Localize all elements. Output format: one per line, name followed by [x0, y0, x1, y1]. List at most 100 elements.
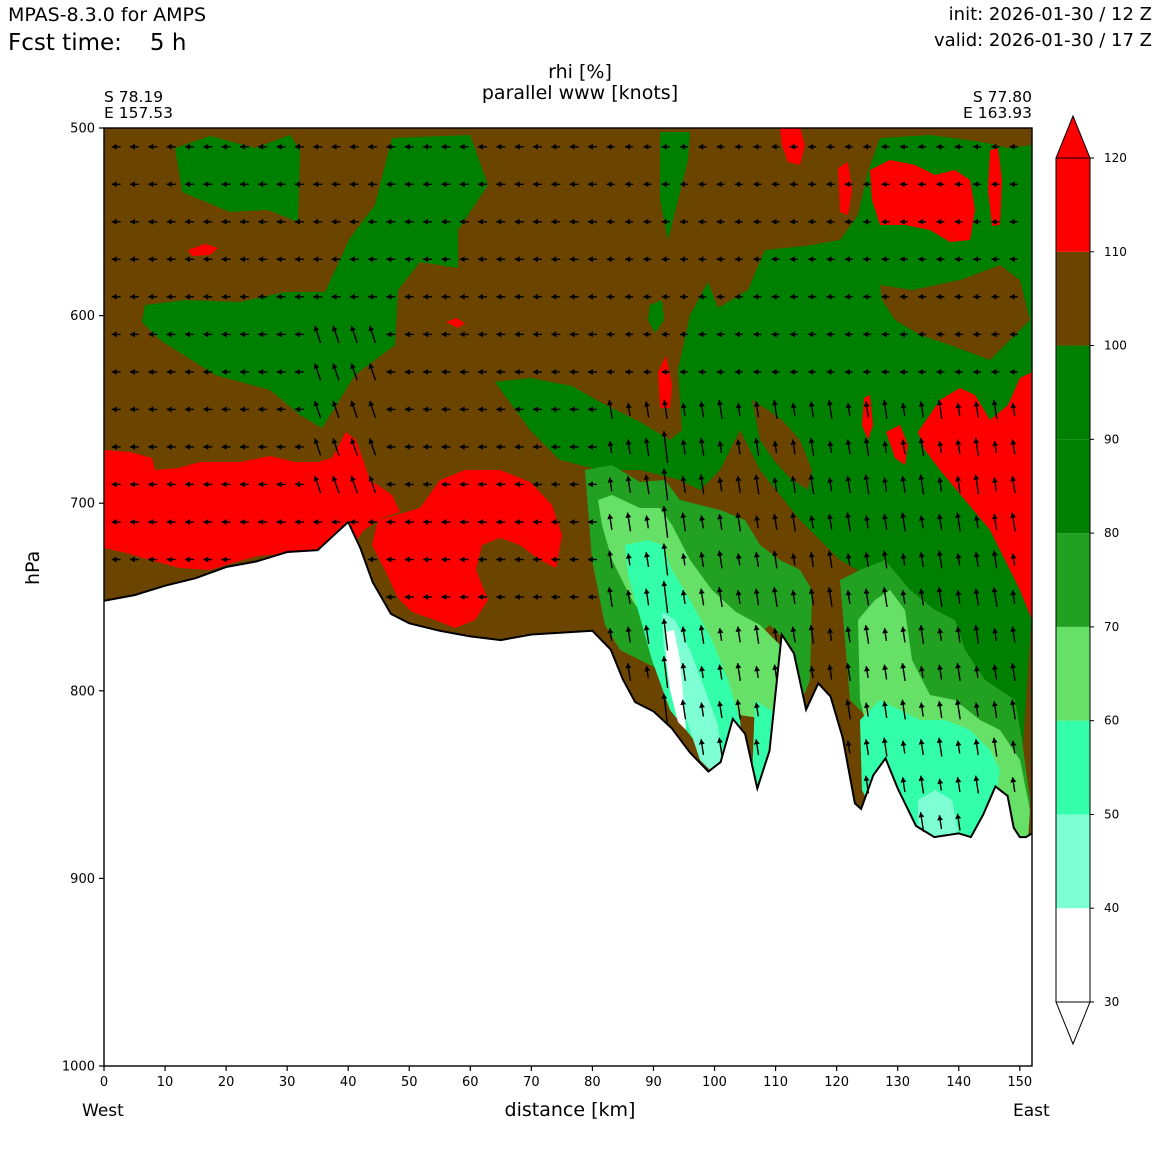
wind-arrow: [130, 368, 139, 375]
wind-arrow: [441, 594, 451, 600]
wind-arrow: [185, 519, 194, 525]
wind-arrow: [349, 293, 359, 300]
wind-arrow: [954, 181, 963, 188]
wind-arrow: [680, 626, 687, 643]
wind-arrow: [735, 589, 742, 605]
wind-arrow: [386, 143, 396, 150]
wind-arrow: [148, 443, 158, 450]
wind-arrow: [716, 293, 725, 300]
wind-arrow: [130, 556, 139, 563]
wind-arrow: [937, 664, 943, 680]
wind-arrow: [955, 439, 962, 455]
wind-arrow: [680, 368, 688, 375]
wind-arrow: [111, 406, 121, 413]
x-tick-label: 120: [824, 1075, 849, 1090]
wind-arrow: [754, 665, 761, 679]
wind-arrow: [955, 512, 961, 532]
wind-arrow: [166, 143, 176, 150]
wind-arrow: [423, 556, 433, 563]
wind-arrow: [625, 626, 632, 643]
wind-arrow: [625, 475, 632, 493]
wind-arrow: [716, 331, 725, 338]
wind-arrow: [587, 556, 597, 563]
wind-arrow: [680, 256, 688, 263]
wind-arrow: [203, 556, 213, 563]
x-tick-label: 90: [645, 1075, 662, 1090]
wind-arrow: [533, 143, 542, 150]
plot-title-wind: parallel www [knots]: [481, 82, 679, 104]
wind-arrow: [166, 556, 176, 563]
wind-arrow: [459, 256, 469, 263]
wind-arrow: [973, 256, 982, 263]
wind-arrow: [973, 401, 980, 418]
rhi-red-small-1: [188, 244, 218, 256]
wind-arrow: [973, 293, 982, 300]
wind-arrow: [569, 181, 579, 188]
wind-arrow: [386, 594, 396, 600]
wind-arrow: [551, 256, 561, 263]
x-axis: 0 10 20 30 40 50 60 70 80 90 100 110 120 130 140 150: [100, 1066, 1032, 1090]
wind-arrow: [587, 331, 597, 338]
wind-arrow: [349, 519, 359, 525]
wind-arrow: [441, 519, 451, 525]
wind-arrow: [368, 556, 378, 563]
wind-arrow: [404, 368, 414, 375]
wind-arrow: [1010, 402, 1017, 416]
wind-arrow: [735, 699, 742, 720]
y-tick-label: 900: [70, 872, 95, 887]
wind-arrow: [533, 181, 542, 188]
wind-arrow: [239, 368, 249, 375]
wind-arrow: [258, 293, 268, 300]
wind-arrow: [185, 181, 194, 188]
wind-arrow: [643, 293, 652, 300]
wind-arrow: [808, 293, 817, 300]
wind-arrow: [716, 586, 723, 608]
wind-arrow: [753, 474, 760, 495]
wind-arrow: [239, 256, 249, 263]
wind-arrow: [221, 256, 231, 263]
wind-arrow: [863, 331, 872, 338]
wind-arrow: [478, 443, 487, 450]
wind-arrow: [753, 293, 762, 300]
wind-arrow: [625, 589, 632, 605]
wind-arrow: [569, 331, 579, 338]
wind-arrow: [699, 702, 705, 717]
wind-arrow: [698, 739, 705, 756]
wind-arrow: [735, 402, 742, 416]
wind-arrow: [699, 515, 706, 529]
end-latitude: S 77.80: [972, 88, 1032, 106]
wind-arrow: [826, 181, 835, 188]
wind-arrow: [973, 181, 982, 188]
wind-arrow: [918, 812, 925, 833]
wind-arrow: [918, 256, 927, 263]
wind-arrow: [661, 331, 670, 338]
wind-arrow: [771, 399, 778, 419]
wind-arrow: [478, 143, 487, 150]
wind-arrow: [606, 143, 615, 150]
colorbar-tick-label: 90: [1104, 432, 1119, 446]
wind-arrow: [643, 181, 652, 188]
wind-arrow: [478, 293, 487, 300]
wind-arrow: [221, 218, 231, 225]
wind-arrow: [625, 512, 632, 532]
wind-arrow: [533, 406, 542, 413]
wind-arrow: [661, 293, 670, 300]
wind-arrow: [423, 594, 433, 600]
wind-arrow: [625, 218, 634, 225]
wind-arrow: [863, 588, 870, 606]
wind-arrow: [845, 662, 852, 682]
forecast-time-value: 5 h: [149, 30, 187, 56]
wind-arrow: [771, 586, 778, 608]
wind-arrow: [423, 181, 433, 188]
wind-arrow: [587, 594, 597, 600]
wind-arrow: [863, 368, 872, 375]
wind-arrow: [496, 143, 506, 150]
wind-arrow: [973, 331, 982, 338]
wind-arrow: [992, 440, 999, 454]
wind-arrow: [698, 218, 707, 225]
wind-arrow: [1010, 439, 1017, 455]
wind-arrow: [644, 401, 650, 418]
wind-arrow: [954, 256, 963, 263]
wind-arrow: [680, 512, 687, 532]
wind-arrow: [809, 515, 815, 529]
